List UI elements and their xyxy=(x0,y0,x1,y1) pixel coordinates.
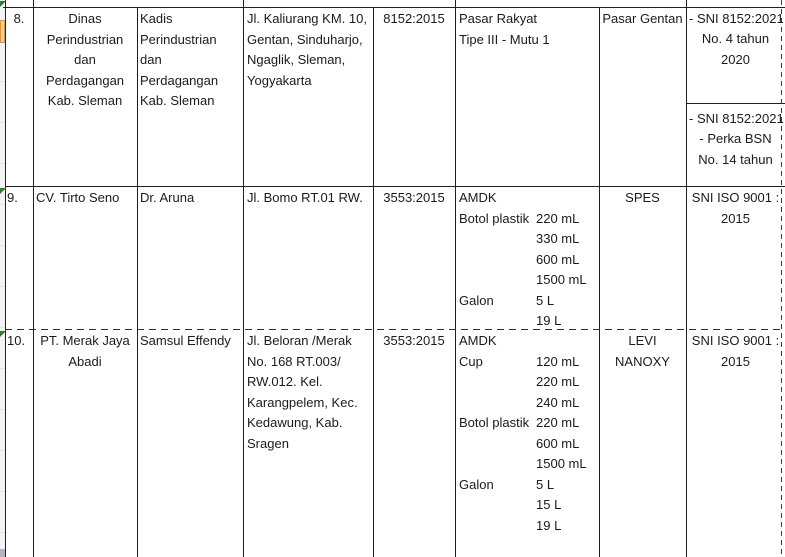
r8-brand-text: Pasar Gentan xyxy=(602,11,683,26)
r8-no-text: 8. xyxy=(13,11,25,26)
grid-line-col-no-right xyxy=(33,0,34,557)
grid-line-row8-bottom xyxy=(5,186,785,187)
grid-line-table-left xyxy=(5,0,6,557)
r9-address-text: Jl. Bomo RT.01 RW. xyxy=(247,190,363,205)
r10-no-text: 10. xyxy=(7,333,26,348)
page-break-vertical-dash xyxy=(781,0,782,557)
r9-cert-text: SNI ISO 9001 : 2015 xyxy=(691,190,780,226)
grid-line-row8-top xyxy=(3,7,785,8)
cell-r10-contact[interactable]: Samsul Effendy xyxy=(137,329,243,557)
grid-line-col-brand-right xyxy=(686,0,687,557)
r10-contact-text: Samsul Effendy xyxy=(140,333,231,348)
grid-line-cert-split xyxy=(686,103,785,104)
r8-cert-upper-body: No. 4 tahun 2020 xyxy=(701,31,770,67)
cell-r9-cert[interactable]: SNI ISO 9001 : 2015 xyxy=(686,186,785,329)
r8-cert-lower-title: - SNI 8152:2021 xyxy=(689,111,784,126)
orange-row-marker xyxy=(0,20,5,43)
r9-product-labels-text: AMDK Botol plastik Galon xyxy=(459,190,530,308)
r10-brand-text: LEVI NANOXY xyxy=(615,333,670,369)
cell-r10-standard[interactable]: 3553:2015 xyxy=(373,329,455,557)
cell-r9-brand[interactable]: SPES xyxy=(599,186,686,329)
r8-product-text: Pasar Rakyat Tipe III - Mutu 1 xyxy=(459,11,550,47)
cell-r10-address[interactable]: Jl. Beloran /Merak No. 168 RT.003/ RW.01… xyxy=(243,329,373,557)
r9-no-text: 9. xyxy=(7,190,18,205)
r9-product-values-text: 220 mL 330 mL 600 mL 1500 mL 5 L 19 L xyxy=(536,210,587,329)
cell-r8-cert-upper[interactable]: - SNI 8152:2021 No. 4 tahun 2020 xyxy=(686,7,785,103)
cell-r9-contact[interactable]: Dr. Aruna xyxy=(137,186,243,329)
cell-r8-cert-lower[interactable]: - SNI 8152:2021 - Perka BSN No. 14 tahun xyxy=(686,103,785,186)
grid-line-col-contact-right xyxy=(243,0,244,557)
sheet-margin-end-block xyxy=(0,549,5,557)
page-break-horizontal-dash xyxy=(5,329,785,330)
cell-r9-standard[interactable]: 3553:2015 xyxy=(373,186,455,329)
cell-r9-no[interactable]: 9. xyxy=(5,186,33,329)
cell-r10-cert[interactable]: SNI ISO 9001 : 2015 xyxy=(686,329,785,557)
r8-cert-lower-body: - Perka BSN No. 14 tahun xyxy=(698,131,773,167)
r10-cert-text: SNI ISO 9001 : 2015 xyxy=(691,333,780,369)
sheet-margin-strip xyxy=(0,0,5,557)
r10-standard-text: 3553:2015 xyxy=(383,333,445,348)
r9-brand-text: SPES xyxy=(625,190,660,205)
r8-address-text: Jl. Kaliurang KM. 10, Gentan, Sinduharjo… xyxy=(247,11,367,88)
cell-r8-brand[interactable]: Pasar Gentan xyxy=(599,7,686,186)
cell-r10-no[interactable]: 10. xyxy=(5,329,33,557)
r10-company-text: PT. Merak Jaya Abadi xyxy=(40,333,130,369)
r8-standard-text: 8152:2015 xyxy=(383,11,445,26)
cell-r10-company[interactable]: PT. Merak Jaya Abadi xyxy=(33,329,137,557)
error-triangle-icon xyxy=(0,1,6,7)
cell-r10-product[interactable]: AMDK Cup Botol plastik Galon 120 mL 220 … xyxy=(455,329,599,557)
cell-r9-address[interactable]: Jl. Bomo RT.01 RW. xyxy=(243,186,373,329)
error-triangle-icon xyxy=(0,331,6,337)
r10-product-labels-text: AMDK Cup Botol plastik Galon xyxy=(459,333,530,492)
grid-line-col-address-right xyxy=(373,7,374,557)
cell-r9-company[interactable]: CV. Tirto Seno xyxy=(33,186,137,329)
error-triangle-icon xyxy=(0,188,6,194)
r9-contact-text: Dr. Aruna xyxy=(140,190,195,205)
cell-r8-company[interactable]: Dinas Perindustrian dan Perdagangan Kab.… xyxy=(33,7,137,186)
cell-r9-product[interactable]: AMDK Botol plastik Galon 220 mL 330 mL 6… xyxy=(455,186,599,329)
cell-r8-product[interactable]: Pasar Rakyat Tipe III - Mutu 1 xyxy=(455,7,599,186)
cell-r10-brand[interactable]: LEVI NANOXY xyxy=(599,329,686,557)
grid-line-col-company-right xyxy=(137,7,138,557)
r8-contact-text: Kadis Perindustrian dan Perdagangan Kab.… xyxy=(140,11,219,108)
grid-line-col-product-right xyxy=(599,7,600,557)
cell-r8-no[interactable]: 8. xyxy=(5,7,33,186)
grid-line-col-standard-right xyxy=(455,0,456,557)
cell-r8-address[interactable]: Jl. Kaliurang KM. 10, Gentan, Sinduharjo… xyxy=(243,7,373,186)
cell-r8-standard[interactable]: 8152:2015 xyxy=(373,7,455,186)
cell-r8-contact[interactable]: Kadis Perindustrian dan Perdagangan Kab.… xyxy=(137,7,243,186)
r9-company-text: CV. Tirto Seno xyxy=(36,190,120,205)
r10-product-values-text: 120 mL 220 mL 240 mL 220 mL 600 mL 1500 … xyxy=(536,353,587,533)
r9-standard-text: 3553:2015 xyxy=(383,190,445,205)
r8-company-text: Dinas Perindustrian dan Perdagangan Kab.… xyxy=(45,11,125,108)
r10-address-text: Jl. Beloran /Merak No. 168 RT.003/ RW.01… xyxy=(247,333,358,451)
r8-cert-upper-title: - SNI 8152:2021 xyxy=(689,11,784,26)
